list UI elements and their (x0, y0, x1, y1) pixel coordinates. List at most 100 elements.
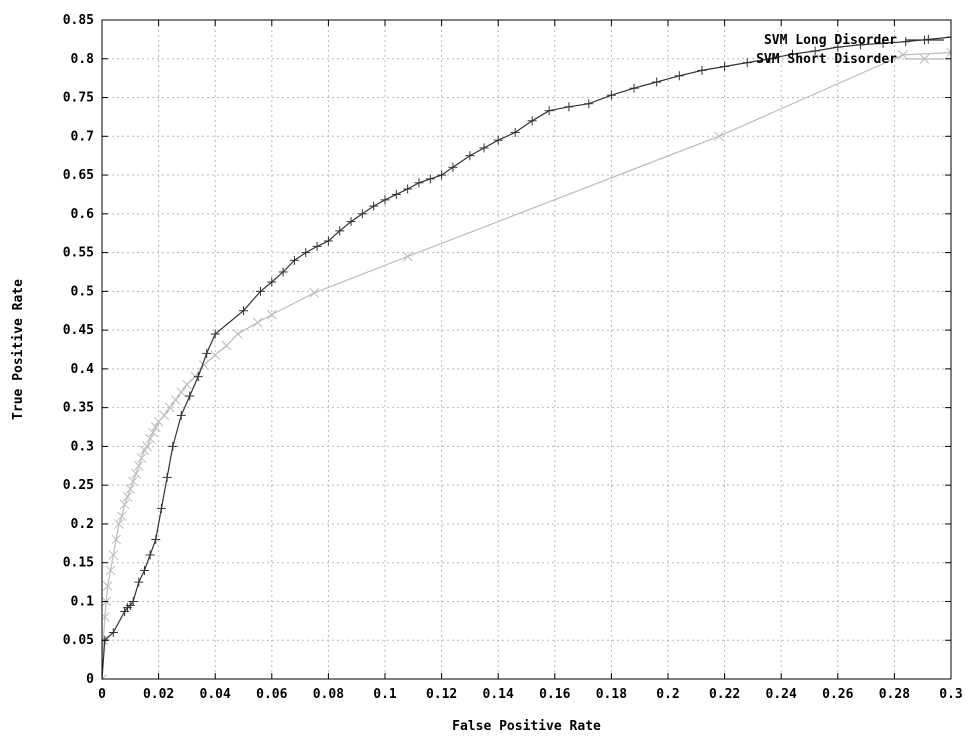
x-tick-label: 0.28 (879, 687, 910, 702)
data-point (810, 46, 820, 56)
x-tick-label: 0.18 (596, 687, 627, 702)
x-tick-label: 0.1 (373, 687, 397, 702)
y-tick-label: 0.45 (63, 323, 94, 338)
y-tick-label: 0.4 (71, 362, 95, 377)
data-point (465, 151, 475, 161)
data-point (255, 286, 265, 296)
data-point (136, 453, 147, 463)
series-line (102, 36, 951, 679)
data-point (335, 226, 345, 236)
y-tick-label: 0.85 (63, 13, 94, 28)
data-point (878, 38, 888, 48)
data-point (122, 491, 133, 502)
data-point (148, 427, 158, 438)
data-point (584, 99, 594, 109)
y-tick-label: 0.55 (63, 246, 94, 261)
data-point (145, 550, 155, 560)
data-point (369, 201, 379, 211)
y-tick-label: 0.3 (71, 439, 94, 454)
data-point (765, 54, 775, 64)
data-point (720, 62, 730, 72)
data-point (165, 402, 175, 413)
data-point (380, 195, 390, 205)
y-tick-label: 0.05 (63, 633, 94, 648)
series-layer (102, 32, 951, 679)
y-tick-label: 0.15 (63, 556, 94, 571)
data-point (357, 209, 367, 219)
data-point (133, 460, 144, 471)
data-point (425, 174, 435, 184)
x-tick-label: 0.26 (822, 687, 853, 702)
data-point (833, 42, 843, 52)
data-point (403, 184, 413, 194)
data-point (855, 40, 865, 50)
data-point (128, 476, 138, 487)
data-point (448, 162, 458, 172)
data-point (142, 441, 153, 452)
data-point (102, 674, 107, 679)
data-point (102, 581, 113, 591)
data-point (788, 49, 798, 59)
data-point (105, 565, 116, 576)
data-point (168, 441, 178, 451)
y-tick-label: 0.7 (71, 129, 94, 144)
data-point (289, 255, 299, 265)
data-point (479, 143, 489, 153)
data-point (232, 329, 243, 339)
data-point (301, 248, 311, 258)
data-point (185, 391, 195, 401)
data-point (266, 309, 277, 320)
data-point (606, 90, 616, 100)
x-tick-label: 0.16 (539, 687, 570, 702)
y-tick-label: 0 (86, 672, 94, 687)
x-axis-title: False Positive Rate (452, 719, 601, 733)
grid-layer (102, 20, 951, 679)
x-tick-label: 0.12 (426, 687, 457, 702)
data-point (176, 410, 186, 420)
plot-border (101, 19, 952, 680)
x-tick-label: 0.14 (483, 687, 514, 702)
data-point (162, 472, 172, 482)
data-point (125, 484, 136, 494)
data-point (674, 71, 684, 81)
y-tick-label: 0.2 (71, 517, 94, 532)
x-tick-label: 0.22 (709, 687, 740, 702)
data-point (901, 37, 911, 47)
x-tick-label: 0 (98, 687, 106, 702)
data-point (210, 329, 220, 339)
data-point (652, 77, 662, 87)
data-point (111, 534, 122, 545)
x-tick-label: 0.06 (256, 687, 287, 702)
series-short-disorder (102, 47, 951, 679)
data-point (267, 277, 277, 287)
data-point (629, 83, 639, 93)
y-tick-label: 0.1 (71, 594, 95, 609)
data-point (102, 612, 110, 622)
data-point (108, 550, 119, 560)
data-point (182, 379, 192, 390)
data-point (114, 519, 124, 529)
legend-label: SVM Short Disorder (756, 52, 897, 67)
data-point (150, 422, 161, 432)
data-point (145, 433, 155, 444)
data-point (170, 395, 181, 405)
data-point (131, 468, 141, 479)
y-tick-label: 0.35 (63, 401, 94, 416)
data-point (923, 34, 933, 44)
data-point (564, 102, 574, 112)
data-point (898, 50, 908, 60)
axes-layer: 0 0.02 0.04 0.06 0.08 0.1 0.12 0.14 0.16 0.18 0.2 0… (63, 13, 963, 702)
y-tick-label: 0.8 (71, 52, 95, 67)
data-point (510, 127, 520, 137)
data-point (108, 627, 118, 637)
data-point (210, 350, 221, 360)
legend-marker (920, 35, 929, 45)
data-point (156, 503, 166, 513)
data-point (391, 189, 401, 199)
x-tick-label: 0.3 (939, 687, 962, 702)
data-point (946, 32, 951, 42)
data-point (239, 306, 248, 316)
data-point (309, 288, 320, 298)
data-point (493, 135, 503, 145)
